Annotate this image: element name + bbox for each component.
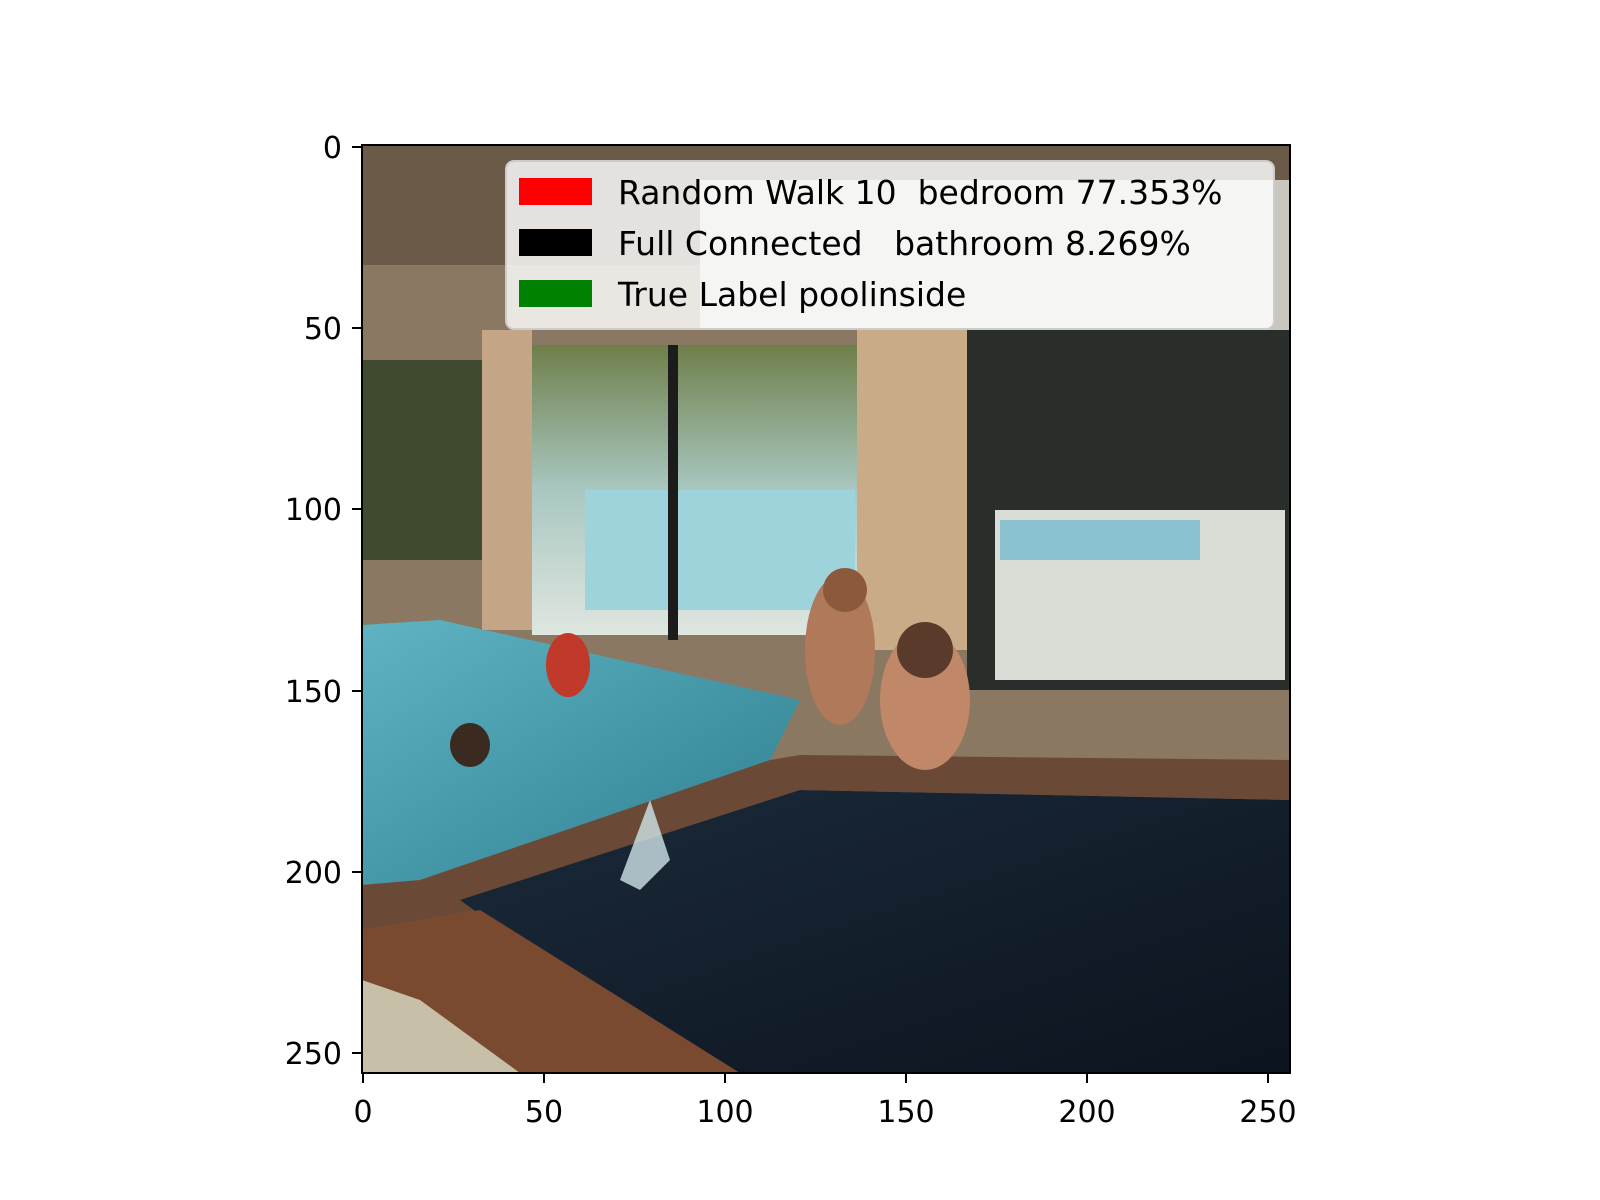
legend-label-random-walk: Random Walk 10 bedroom 77.353% [618,173,1222,212]
axes-frame [361,144,1291,1074]
x-tick-label: 50 [525,1095,563,1130]
x-axis: 0 50 100 150 200 250 [353,1073,1297,1130]
y-tick-label: 50 [304,312,342,347]
x-tick-label: 200 [1058,1095,1115,1130]
legend-label-full-connected: Full Connected bathroom 8.269% [618,224,1191,263]
legend-box [505,160,1275,330]
y-tick-label: 250 [285,1037,342,1072]
legend: Random Walk 10 bedroom 77.353% Full Conn… [505,160,1275,330]
legend-swatch-full-connected [519,229,592,256]
x-tick-label: 150 [877,1095,934,1130]
legend-label-true-label: True Label poolinside [617,275,966,314]
x-tick-label: 250 [1239,1095,1296,1130]
y-tick-label: 200 [285,856,342,891]
legend-swatch-random-walk [519,178,592,205]
y-axis: 0 50 100 150 200 250 [285,131,362,1072]
y-tick-label: 100 [285,493,342,528]
y-tick-label: 150 [285,675,342,710]
legend-swatch-true-label [519,280,592,307]
x-tick-label: 0 [353,1095,372,1130]
y-tick-label: 0 [323,131,342,166]
x-tick-label: 100 [696,1095,753,1130]
